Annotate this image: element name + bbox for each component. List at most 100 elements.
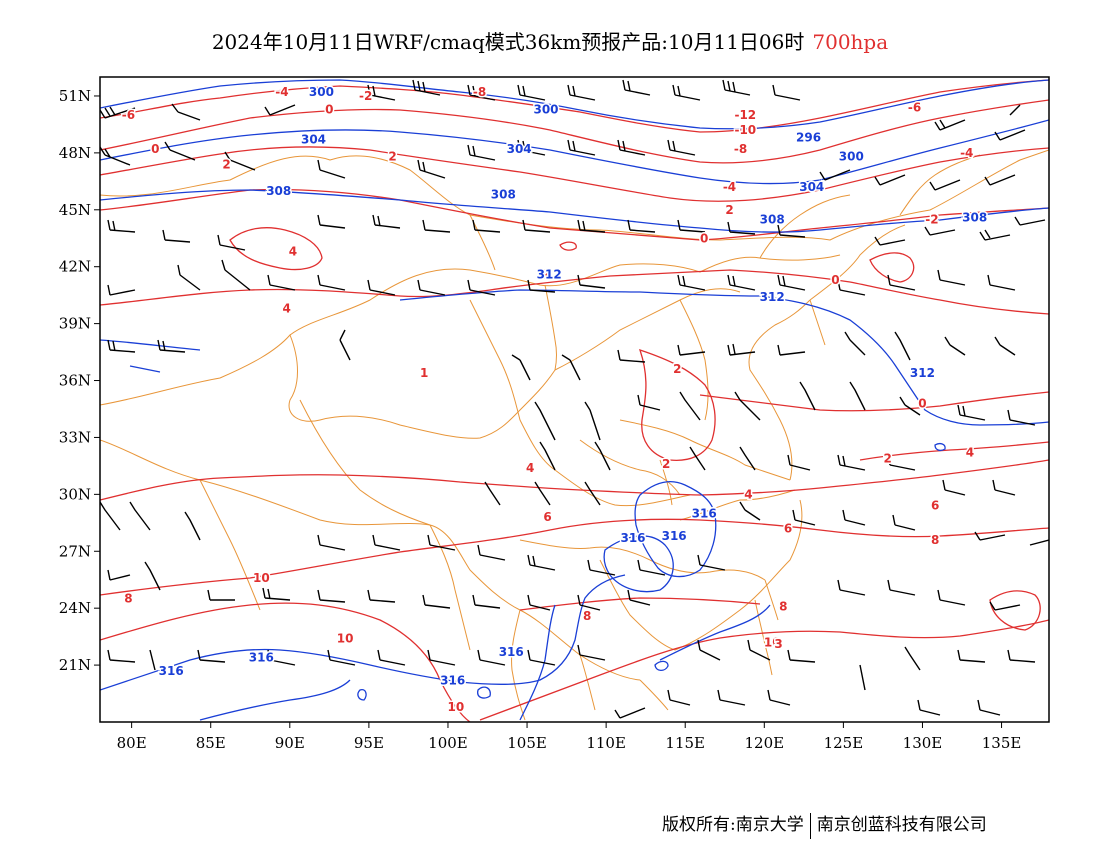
geopotential-contour-label: 308 [266, 184, 291, 198]
temperature-contour-label: -8 [473, 85, 486, 99]
geopotential-contour-label: 316 [440, 673, 465, 687]
geopotential-contour-label: 300 [839, 150, 864, 164]
lon-tick-label: 100E [428, 734, 468, 752]
lon-tick-label: 120E [745, 734, 785, 752]
geopotential-contour-label: 316 [499, 645, 524, 659]
temperature-contour-label: 3 [774, 637, 782, 651]
temperature-contour-label: 4 [526, 461, 534, 475]
temperature-contour-label: -2 [925, 212, 938, 226]
temperature-contour-label: -2 [359, 89, 372, 103]
geopotential-contour-label: 296 [796, 131, 821, 145]
lat-tick-label: 27N [59, 542, 91, 560]
temperature-contour-label: 8 [124, 592, 132, 606]
temperature-contour-label: 2 [662, 457, 670, 471]
temperature-contour-label: 2 [222, 157, 230, 171]
wind-barbs [100, 79, 1049, 719]
lon-tick-label: 115E [665, 734, 705, 752]
temperature-contour-label: 0 [918, 396, 926, 410]
geopotential-contour-label: 316 [692, 506, 717, 520]
lon-tick-label: 105E [507, 734, 547, 752]
lat-tick-label: 33N [59, 428, 91, 446]
copyright-company: 南京创蓝科技有限公司 [816, 815, 987, 835]
geopotential-contour-label: 304 [507, 142, 532, 156]
temperature-labels: -4 -2 -8 -6 0 0 2 2 -12-10 -8 -6 -4 -4 2 0 -2 4 4 2 0 2 0 2 2 4 4… [120, 84, 975, 716]
lat-tick-label: 45N [59, 201, 91, 219]
temperature-contour-label: 4 [289, 245, 297, 259]
temperature-contour-label: 4 [282, 301, 290, 315]
copyright-owner: 版权所有:南京大学 [662, 815, 804, 835]
temperature-contour-label: 0 [151, 142, 159, 156]
geopotential-contour-label: 316 [159, 664, 184, 678]
geopotential-contour-label: 312 [910, 366, 935, 380]
temperature-contour-label: 6 [784, 522, 792, 536]
lat-tick-label: 39N [59, 315, 91, 333]
lon-tick-label: 130E [903, 734, 943, 752]
temperature-contour-label: 2 [673, 362, 681, 376]
geopotential-contour-label: 312 [760, 290, 785, 304]
temperature-contour-label: 10 [764, 635, 781, 649]
lat-tick-label: 51N [59, 87, 91, 105]
temperature-contour-label: 2 [388, 150, 396, 164]
temperature-contour-label: 4 [966, 446, 974, 460]
lon-tick-label: 125E [824, 734, 864, 752]
geopotential-contour-label: 308 [760, 212, 785, 226]
geopotential-contour-label: 304 [799, 180, 824, 194]
temperature-contour-label: -4 [960, 146, 973, 160]
lat-tick-label: 48N [59, 144, 91, 162]
temperature-contours [100, 79, 1049, 722]
temperature-contour-label: 8 [583, 609, 591, 623]
geopotential-contour-label: 316 [249, 651, 274, 665]
lon-tick-label: 135E [982, 734, 1022, 752]
plot-area: -4 -2 -8 -6 0 0 2 2 -12-10 -8 -6 -4 -4 2 0 -2 4 4 2 0 2 0 2 2 4 4… [100, 79, 1049, 722]
temperature-contour-label: 0 [831, 273, 839, 287]
pressure-level: 700hpa [812, 30, 889, 54]
lat-tick-label: 36N [59, 372, 91, 390]
lon-tick-label: 90E [275, 734, 305, 752]
temperature-contour-label: 1 [420, 366, 428, 380]
plot-frame [99, 76, 1050, 723]
lat-tick-label: 24N [59, 599, 91, 617]
temperature-contour-label: 8 [779, 599, 787, 613]
longitude-axis: 80E 85E 90E 95E 100E 105E 110E 115E 120E 125E 130E… [117, 722, 1022, 752]
temperature-contour-label: 0 [325, 102, 333, 116]
lon-tick-label: 80E [117, 734, 147, 752]
temperature-contour-label: 10 [448, 700, 465, 714]
temperature-contour-label: -6 [908, 100, 921, 114]
temperature-contour-label: 10 [253, 571, 270, 585]
temperature-contour-label: 6 [931, 499, 939, 513]
temperature-contour-label: -12 [734, 108, 756, 122]
lat-tick-label: 30N [59, 485, 91, 503]
temperature-contour-label: 2 [725, 203, 733, 217]
temperature-contour-label: 8 [931, 533, 939, 547]
temperature-contour-label: -6 [122, 108, 135, 122]
geopotential-contour-label: 316 [620, 531, 645, 545]
temperature-contour-label: -8 [734, 142, 747, 156]
geopotential-contour-label: 300 [309, 85, 334, 99]
temperature-contour-label: -4 [723, 180, 736, 194]
temperature-contour-label: 6 [543, 510, 551, 524]
lon-tick-label: 110E [586, 734, 626, 752]
temperature-contour-label: 2 [542, 267, 550, 281]
lat-tick-label: 21N [59, 656, 91, 674]
temperature-contour-label: -4 [275, 85, 288, 99]
geopotential-contour-label: 308 [491, 188, 516, 202]
title-text: 2024年10月11日WRF/cmaq模式36km预报产品:10月11日06时 [211, 30, 805, 54]
lat-tick-label: 42N [59, 258, 91, 276]
temperature-contour-label: 4 [744, 487, 752, 501]
map-title: 2024年10月11日WRF/cmaq模式36km预报产品:10月11日06时 7… [0, 26, 1100, 55]
lon-tick-label: 85E [196, 734, 226, 752]
temperature-contour-label: 10 [337, 632, 354, 646]
geopotential-contour-label: 308 [962, 210, 987, 224]
copyright-footer: 版权所有:南京大学 南京创蓝科技有限公司 [662, 810, 987, 839]
latitude-axis: 51N 48N 45N 42N 39N 36N 33N 30N 27N 24N 21N [59, 87, 100, 674]
temperature-contour-label: 0 [700, 231, 708, 245]
temperature-contour-label: 2 [883, 451, 891, 465]
geopotential-contour-label: 300 [533, 102, 558, 116]
geopotential-contour-label: 316 [662, 529, 687, 543]
footer-separator [809, 812, 811, 839]
geopotential-contour-label: 312 [537, 267, 562, 281]
geopotential-contours [100, 79, 1049, 721]
geopotential-contour-label: 304 [301, 133, 326, 147]
